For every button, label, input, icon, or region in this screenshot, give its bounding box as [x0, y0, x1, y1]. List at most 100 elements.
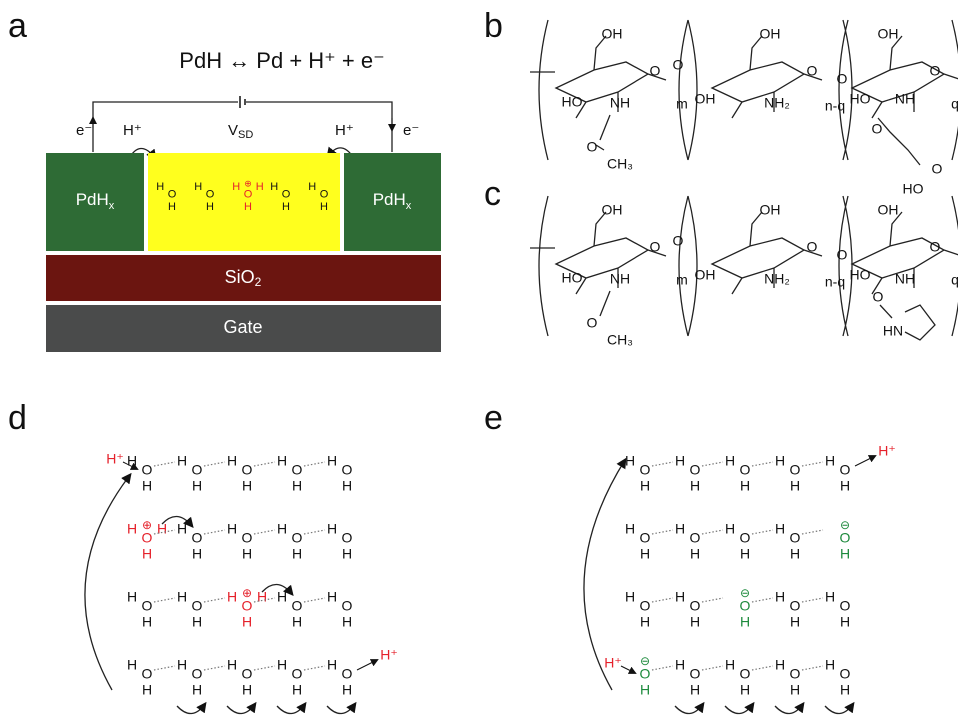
transfer-arrow — [277, 704, 305, 714]
atom: O — [640, 462, 651, 478]
hydrogen-bond — [752, 462, 773, 466]
atom: H — [825, 453, 835, 469]
atom: H — [840, 546, 850, 562]
atom: H — [127, 657, 137, 673]
atom: H — [232, 181, 240, 193]
hydrogen-bond — [702, 530, 723, 534]
atom: CH₃ — [607, 156, 633, 172]
atom: H — [327, 589, 337, 605]
panel-label: d — [8, 399, 27, 437]
panel-label: e — [484, 399, 503, 437]
atom: H — [292, 546, 302, 562]
atom: O — [292, 530, 303, 546]
atom: H — [775, 453, 785, 469]
atom: H — [242, 546, 252, 562]
atom: O — [142, 666, 153, 682]
atom: OH — [878, 26, 899, 42]
atom: H — [625, 453, 635, 469]
proton: H⁺ — [106, 451, 124, 467]
hydrogen-bond — [752, 598, 773, 602]
hydrogen-bond — [304, 530, 325, 534]
atom: OH — [878, 202, 899, 218]
hydrogen-bond — [154, 598, 175, 602]
atom: H — [227, 589, 237, 605]
gate-label: Gate — [223, 317, 262, 337]
atom: H — [192, 682, 202, 698]
atom: HO — [850, 91, 871, 107]
charge: ⊕ — [242, 586, 252, 600]
atom: H — [675, 657, 685, 673]
charge: ⊖ — [840, 518, 850, 532]
atom: H — [244, 201, 252, 213]
atom: H — [675, 521, 685, 537]
atom: O — [807, 63, 818, 79]
atom: O — [142, 462, 153, 478]
panel-label: a — [8, 7, 27, 45]
atom: H — [142, 478, 152, 494]
atom: H — [292, 614, 302, 630]
atom: O — [292, 462, 303, 478]
hydrogen-bond — [802, 598, 823, 602]
atom: H — [256, 181, 264, 193]
atom: O — [790, 462, 801, 478]
atom: O — [740, 530, 751, 546]
hydrogen-bond — [652, 598, 673, 602]
atom: H — [156, 181, 164, 193]
arrow — [357, 660, 377, 670]
hydrogen-bond — [752, 530, 773, 534]
hydrogen-bond — [204, 598, 225, 602]
atom: H — [277, 589, 287, 605]
atom: H — [675, 589, 685, 605]
atom: H — [625, 521, 635, 537]
hydrogen-bond — [154, 666, 175, 670]
repeat-index: q — [951, 96, 958, 112]
atom: H — [625, 589, 635, 605]
atom: O — [192, 666, 203, 682]
atom: H — [640, 614, 650, 630]
electrode-sub: x — [406, 200, 412, 212]
figure: a b c d e PdH ↔ Pd + H⁺ + e⁻ e⁻ H⁺ VSD H… — [0, 0, 958, 727]
atom: H — [725, 521, 735, 537]
vsd-label: V — [228, 122, 238, 139]
atom: O — [690, 598, 701, 614]
atom: NH₂ — [764, 271, 790, 287]
transfer-arrow — [775, 704, 803, 714]
transfer-arrow — [177, 704, 205, 714]
atom: H — [192, 614, 202, 630]
atom: O — [640, 530, 651, 546]
atom: O — [837, 247, 848, 263]
atom: H — [227, 657, 237, 673]
transfer-arrow — [825, 704, 853, 714]
hydrogen-bond — [652, 530, 673, 534]
proton: H⁺ — [604, 655, 622, 671]
charge: ⊖ — [740, 586, 750, 600]
atom: O — [872, 121, 883, 137]
atom: O — [790, 666, 801, 682]
atom: H — [206, 201, 214, 213]
charge: ⊖ — [640, 654, 650, 668]
transfer-arrow — [227, 704, 255, 714]
atom: H — [740, 614, 750, 630]
repeat-index: n-q — [825, 274, 845, 290]
atom: H — [825, 589, 835, 605]
hydrogen-bond — [802, 462, 823, 466]
atom: O — [192, 530, 203, 546]
atom: H — [270, 181, 278, 193]
structure-c: OH O HO NH O CH₃ m O OH O OH NH₂ n-q O O… — [530, 196, 958, 348]
atom: HO — [562, 270, 583, 286]
atom: H — [177, 453, 187, 469]
atom: H — [227, 453, 237, 469]
atom: H — [640, 682, 650, 698]
proton-label: H⁺ — [335, 122, 354, 139]
atom: H — [320, 201, 328, 213]
atom: O — [242, 666, 253, 682]
atom: NH — [610, 271, 630, 287]
atom: O — [930, 239, 941, 255]
repeat-index: m — [676, 272, 688, 288]
repeat-index: q — [951, 272, 958, 288]
hydrogen-bond — [254, 462, 275, 466]
atom: H — [227, 521, 237, 537]
equation: PdH ↔ Pd + H⁺ + e⁻ — [179, 48, 384, 73]
transfer-arrow — [675, 704, 703, 714]
atom: O — [292, 666, 303, 682]
